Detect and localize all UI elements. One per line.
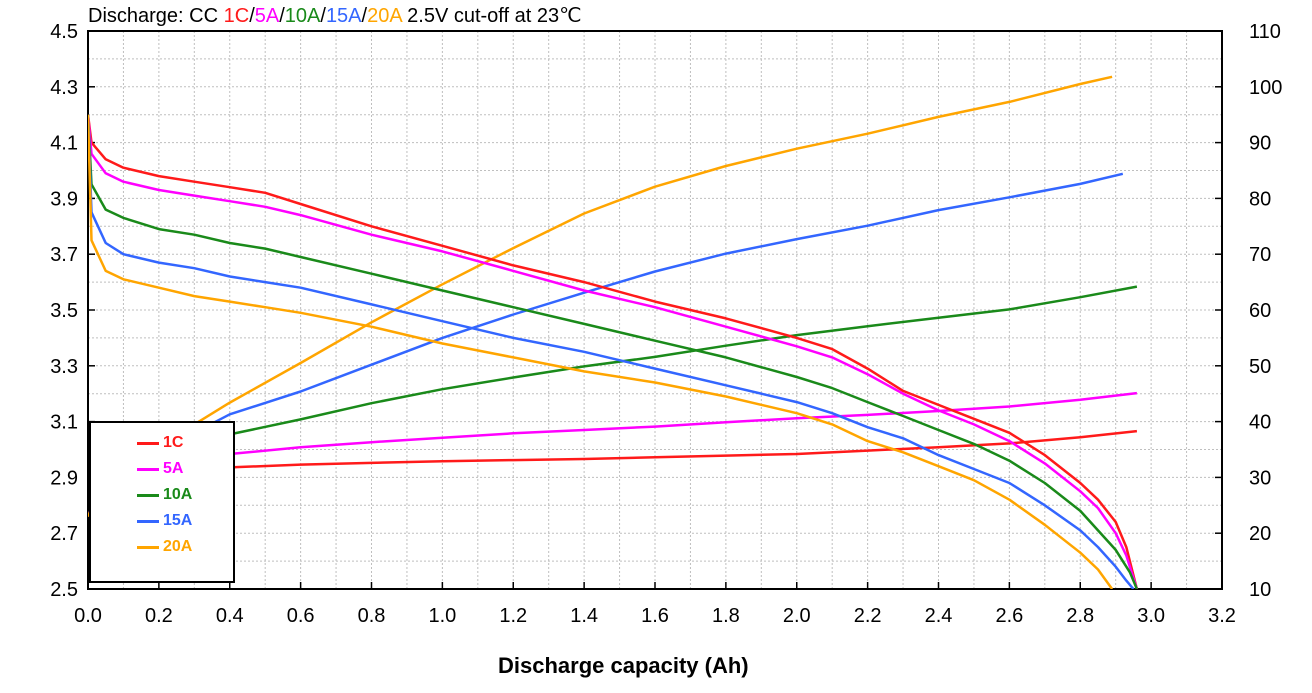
y-tick-label: 4.3	[50, 77, 78, 99]
title-separator: /	[279, 5, 285, 27]
x-tick-label: 0.0	[74, 605, 102, 627]
y-tick-label: 3.1	[50, 412, 78, 434]
title-rate-1c: 1C	[223, 5, 250, 27]
x-tick-label: 1.0	[428, 605, 456, 627]
plot-frame	[87, 30, 1223, 590]
temperature-line-5a	[88, 391, 1138, 517]
title-prefix: Discharge: CC	[88, 5, 224, 27]
y2-tick-label: 20	[1249, 523, 1271, 545]
title-rate-20a: 20A	[367, 5, 402, 27]
legend-item-10a: 10A	[137, 485, 227, 505]
legend-swatch-20a	[137, 546, 159, 549]
title-suffix: 2.5V cut-off at 23℃	[401, 5, 582, 27]
x-tick-label: 1.2	[499, 605, 527, 627]
x-axis-label: Discharge capacity (Ah)	[498, 653, 749, 678]
x-tick-label: 0.4	[216, 605, 244, 627]
title-separator: /	[361, 5, 368, 27]
temperature-line-1c	[88, 429, 1138, 518]
x-tick-label: 1.4	[570, 605, 598, 627]
x-tick-label: 2.2	[854, 605, 882, 627]
y2-tick-label: 90	[1249, 133, 1271, 155]
y2-tick-label: 80	[1249, 188, 1271, 210]
legend-label-15a: 15A	[163, 512, 193, 529]
voltage-line-5a	[88, 114, 1139, 589]
legend-label-1c: 1C	[163, 434, 184, 451]
y-tick-label: 2.7	[50, 523, 78, 545]
legend-swatch-15a	[137, 520, 159, 523]
y-tick-label: 4.1	[50, 133, 78, 155]
y2-tick-label: 60	[1249, 300, 1271, 322]
legend-label-10a: 10A	[163, 486, 193, 503]
legend-item-15a: 15A	[137, 511, 227, 531]
legend-label-20a: 20A	[163, 538, 193, 555]
legend-swatch-5a	[137, 468, 159, 471]
temperature-line-15a	[88, 172, 1124, 518]
title-rate-5a: 5A	[254, 5, 280, 27]
voltage-line-10a	[88, 114, 1139, 589]
legend-swatch-10a	[137, 494, 159, 497]
y-tick-label: 3.9	[50, 188, 78, 210]
y2-tick-label: 10	[1249, 579, 1271, 601]
title-rate-15a: 15A	[325, 5, 362, 27]
chart-legend: 1C 5A 10A 15A 20A	[89, 421, 235, 583]
title-separator: /	[320, 5, 326, 27]
y2-tick-label: 110	[1249, 21, 1281, 43]
title-separator: /	[249, 5, 255, 27]
x-tick-label: 2.8	[1066, 605, 1094, 627]
y-tick-label: 2.5	[50, 579, 78, 601]
legend-item-5a: 5A	[137, 459, 227, 479]
x-tick-label: 2.6	[995, 605, 1023, 627]
x-tick-label: 0.6	[287, 605, 315, 627]
y2-tick-label: 40	[1249, 412, 1271, 434]
y2-tick-label: 100	[1249, 77, 1282, 99]
x-tick-label: 0.8	[358, 605, 386, 627]
legend-swatch-1c	[137, 442, 159, 445]
y2-tick-label: 70	[1249, 244, 1271, 266]
y-tick-label: 4.5	[50, 21, 78, 43]
y-tick-label: 3.5	[50, 300, 78, 322]
x-tick-label: 2.0	[783, 605, 811, 627]
y2-tick-label: 30	[1249, 467, 1271, 489]
y-tick-label: 3.7	[50, 244, 78, 266]
title-rate-10a: 10A	[284, 5, 321, 27]
x-tick-label: 1.8	[712, 605, 740, 627]
voltage-line-15a	[88, 114, 1135, 589]
x-tick-label: 3.2	[1208, 605, 1236, 627]
x-tick-label: 0.2	[145, 605, 173, 627]
chart-title: Discharge: CC 1C/5A/10A/15A/20A 2.5V cut…	[88, 3, 582, 28]
x-tick-label: 3.0	[1137, 605, 1165, 627]
y-tick-label: 3.3	[50, 356, 78, 378]
y2-tick-label: 50	[1249, 356, 1271, 378]
x-tick-label: 1.6	[641, 605, 669, 627]
x-tick-label: 2.4	[925, 605, 953, 627]
y-tick-label: 2.9	[50, 467, 78, 489]
legend-item-20a: 20A	[137, 537, 227, 557]
legend-item-1c: 1C	[137, 433, 227, 453]
voltage-line-1c	[88, 114, 1139, 589]
voltage-line-20a	[88, 114, 1114, 589]
legend-label-5a: 5A	[163, 460, 184, 477]
